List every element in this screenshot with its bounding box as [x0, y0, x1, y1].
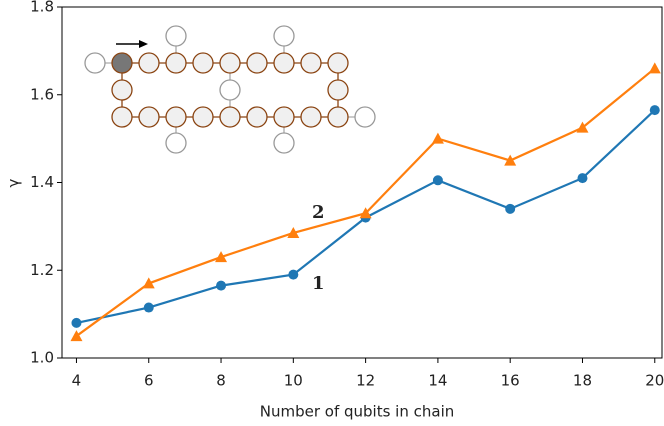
y-tick-label: 1.6 [30, 85, 54, 103]
y-tick-label: 1.8 [30, 0, 54, 16]
y-tick-label: 1.2 [30, 261, 54, 279]
marker [143, 302, 154, 313]
marker [577, 173, 588, 184]
x-tick-label: 20 [645, 372, 664, 390]
marker [431, 132, 444, 144]
marker [215, 251, 228, 263]
x-tick-label: 12 [356, 372, 375, 390]
marker [505, 203, 516, 214]
marker [432, 175, 443, 186]
marker [288, 269, 299, 280]
series-annotation: 1 [312, 273, 325, 294]
marker [648, 62, 661, 74]
x-tick-label: 8 [216, 372, 226, 390]
series-annotation: 2 [312, 202, 325, 223]
marker [216, 280, 227, 291]
x-tick-label: 4 [72, 372, 82, 390]
marker [287, 226, 300, 238]
x-tick-label: 6 [144, 372, 154, 390]
marker [649, 105, 660, 116]
marker [70, 330, 83, 342]
x-tick-label: 10 [284, 372, 303, 390]
x-tick-label: 14 [428, 372, 447, 390]
x-tick-label: 18 [573, 372, 592, 390]
y-tick-label: 1.4 [30, 173, 54, 191]
y-axis-label: γ [5, 178, 23, 187]
marker [504, 154, 517, 166]
marker [576, 121, 589, 133]
marker [142, 277, 155, 289]
marker [359, 207, 372, 219]
x-axis-label: Number of qubits in chain [260, 403, 455, 421]
marker [71, 317, 82, 328]
x-tick-label: 16 [501, 372, 520, 390]
inset-diagram [84, 25, 376, 154]
y-tick-label: 1.0 [30, 349, 54, 367]
